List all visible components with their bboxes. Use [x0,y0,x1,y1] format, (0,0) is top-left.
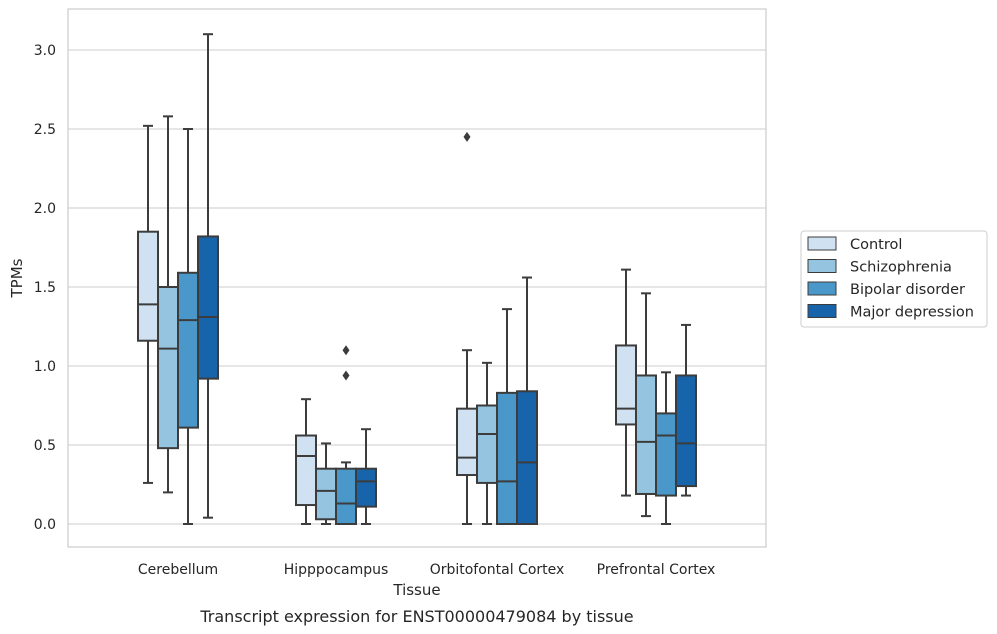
y-tick-label: 0.5 [34,438,56,454]
legend-label: Bipolar disorder [850,282,965,298]
box-iqr [197,235,219,380]
box-iqr [456,407,478,477]
y-tick-label: 1.0 [34,359,56,375]
box-iqr [177,271,199,429]
box-iqr [635,374,657,495]
box-iqr [355,467,377,508]
box-schizophrenia [315,442,337,525]
legend-label: Control [850,237,902,253]
y-axis-label: TPMs [8,258,26,298]
x-tick-label: Prefrontal Cortex [597,562,716,578]
y-tick-labels: 0.0 0.5 1.0 1.5 2.0 2.5 3.0 [34,43,56,533]
box-major-depression [355,428,377,525]
legend-label: Schizophrenia [850,260,952,276]
legend-label: Major depression [850,305,974,321]
y-tick-label: 0.0 [34,517,56,533]
box-schizophrenia [476,361,498,525]
box-iqr [476,404,498,484]
box-bipolar-disorder [655,371,677,525]
box-iqr [615,344,637,426]
y-tick-label: 1.5 [34,280,56,296]
x-tick-label: Orbitofontal Cortex [430,562,565,578]
y-tick-label: 3.0 [34,43,56,59]
box-major-depression [197,33,219,519]
legend-swatch [807,259,837,273]
box-control [615,268,637,497]
outlier-marker [342,345,350,356]
box-iqr [315,467,337,521]
y-tick-label: 2.5 [34,122,56,138]
box-major-depression [675,323,697,497]
x-tick-label: Cerebellum [138,562,218,578]
legend: Control Schizophrenia Bipolar disorder Majo… [800,230,988,328]
boxes [137,33,697,526]
box-control [137,124,159,484]
legend-swatch [807,281,837,296]
plot-frame [67,8,767,548]
box-major-depression [516,276,538,525]
outlier-marker [463,131,471,142]
x-tick-label: Hipppocampus [284,562,389,578]
legend-swatch [807,236,837,251]
x-axis-label: Tissue [392,581,440,599]
y-tick-label: 2.0 [34,201,56,217]
box-schizophrenia [157,115,179,494]
x-tick-labels: Cerebellum Hipppocampus Orbitofontal Corte… [138,562,715,578]
box-iqr [295,434,317,507]
box-iqr [137,230,159,342]
box-iqr [675,374,697,488]
outlier-marker [342,370,350,381]
chart-caption: Transcript expression for ENST0000047908… [199,607,633,626]
box-iqr [157,286,179,450]
box-iqr [516,390,538,525]
box-iqr [335,467,357,526]
box-control [456,131,478,525]
box-iqr [655,412,677,497]
legend-frame [800,230,988,328]
box-iqr [496,391,518,525]
legend-swatch [807,304,837,318]
